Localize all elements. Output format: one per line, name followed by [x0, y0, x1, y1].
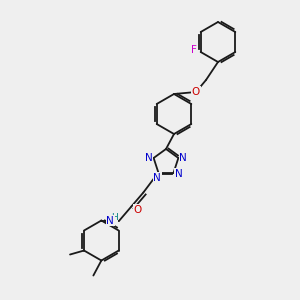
Text: H: H [111, 213, 118, 222]
Text: O: O [133, 205, 142, 215]
Text: N: N [175, 169, 182, 178]
Text: N: N [106, 215, 114, 226]
Text: N: N [145, 153, 152, 163]
Text: F: F [191, 45, 197, 55]
Text: O: O [192, 87, 200, 97]
Text: N: N [179, 153, 187, 163]
Text: N: N [154, 172, 161, 182]
